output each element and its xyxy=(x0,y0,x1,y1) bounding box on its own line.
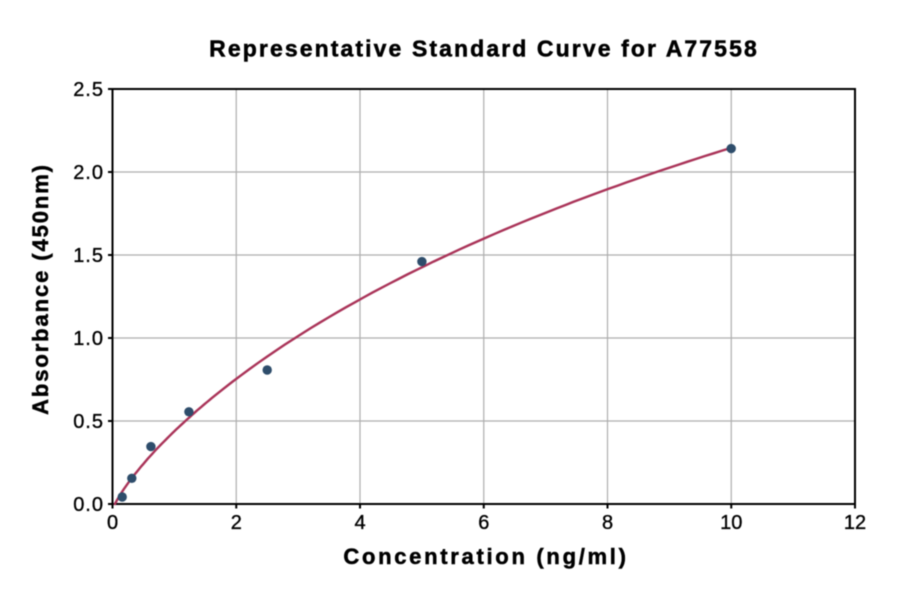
svg-text:Representative Standard Curve: Representative Standard Curve for A77558 xyxy=(209,36,759,62)
svg-text:8: 8 xyxy=(602,512,613,534)
svg-text:6: 6 xyxy=(478,512,489,534)
svg-text:4: 4 xyxy=(354,512,365,534)
svg-text:10: 10 xyxy=(720,512,742,534)
svg-text:2.5: 2.5 xyxy=(73,79,104,101)
svg-text:1.5: 1.5 xyxy=(73,245,104,267)
svg-text:12: 12 xyxy=(844,512,866,534)
svg-text:Concentration (ng/ml): Concentration (ng/ml) xyxy=(343,544,628,569)
svg-text:0.5: 0.5 xyxy=(73,411,104,433)
svg-text:Absorbance (450nm): Absorbance (450nm) xyxy=(28,163,53,415)
svg-text:2: 2 xyxy=(231,512,242,534)
svg-text:2.0: 2.0 xyxy=(73,162,104,184)
svg-text:1.0: 1.0 xyxy=(73,328,104,350)
svg-text:0.0: 0.0 xyxy=(73,494,104,516)
svg-text:0: 0 xyxy=(107,512,118,534)
